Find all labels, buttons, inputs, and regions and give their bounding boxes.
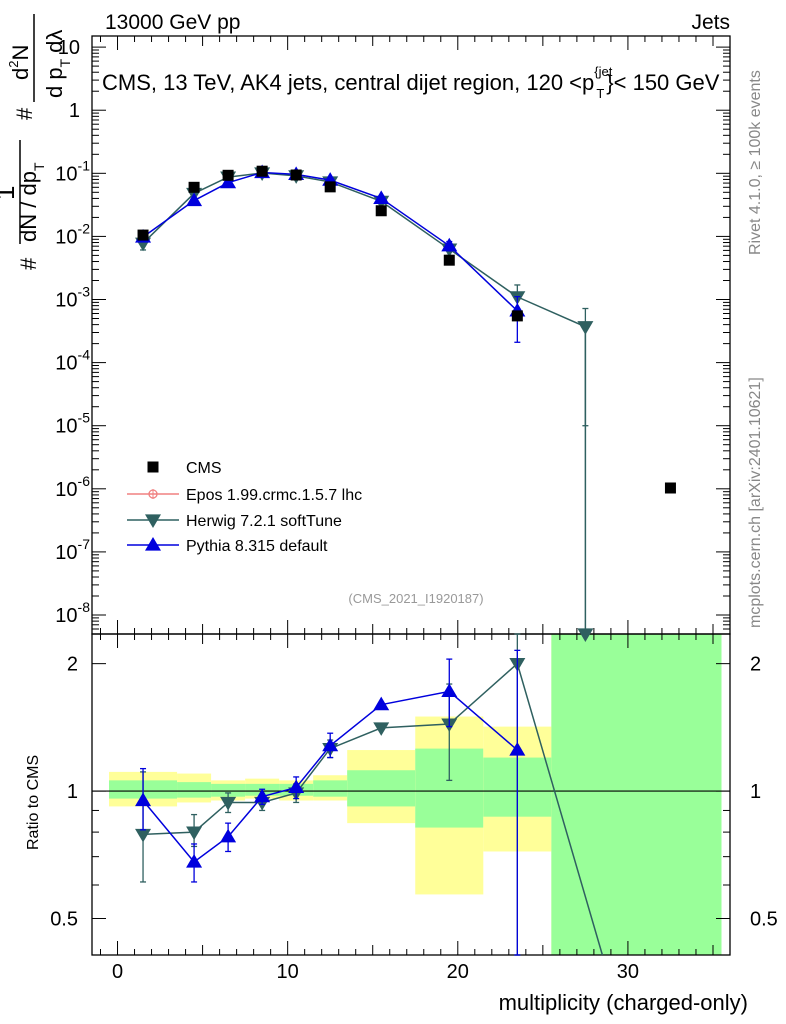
x-tick-label: 20	[447, 961, 469, 983]
pythia-top-marker	[220, 174, 237, 189]
ratio-y-tick-label-right: 2	[750, 654, 761, 676]
data-series	[135, 164, 676, 956]
ratio-y-tick-label: 1	[67, 781, 78, 803]
pythia-ratio-marker	[135, 792, 152, 807]
ratio-y-tick-label-right: 1	[750, 781, 761, 803]
herwig-ratio-marker	[186, 826, 203, 841]
herwig-top-marker	[577, 321, 594, 335]
svg-text:#: #	[12, 107, 37, 120]
stat-uncertainty-band	[347, 770, 416, 807]
stat-uncertainty-band	[313, 780, 348, 797]
x-tick-label: 30	[617, 961, 639, 983]
x-tick-label: 0	[112, 961, 123, 983]
pythia-top-marker	[441, 237, 458, 252]
svg-text:d2N: d2N	[6, 45, 33, 80]
herwig-top-line	[142, 172, 587, 634]
legend-label: CMS	[186, 460, 222, 477]
pythia-ratio-marker	[373, 696, 390, 711]
ratio-y-tick-label: 2	[67, 654, 78, 676]
herwig-ratio-marker	[135, 828, 152, 843]
header-jets-label: Jets	[691, 11, 730, 34]
legend-mc-marker	[145, 537, 161, 551]
cms-data-point	[137, 229, 149, 241]
legend-cms-marker	[147, 461, 159, 473]
y-tick-label: 10-1	[55, 157, 90, 185]
svg-text:1: 1	[0, 186, 20, 200]
y-axis-label-top: # dN / dpT 1 # d pTdλ d2N	[0, 14, 73, 270]
herwig-ratio-marker	[220, 796, 237, 811]
rivet-version-label: Rivet 4.1.0, ≥ 100k events	[747, 70, 764, 255]
y-tick-label: 10-6	[55, 473, 90, 501]
legend-label: Pythia 8.315 default	[186, 538, 328, 555]
stat-uncertainty-band	[177, 782, 212, 798]
cms-data-point	[664, 482, 676, 494]
y-tick-label: 10-8	[55, 599, 90, 627]
cms-data-point	[375, 205, 387, 217]
y-tick-label: 10-7	[55, 536, 90, 564]
y-tick-label: 10-4	[55, 347, 90, 375]
cms-data-point	[290, 169, 302, 181]
x-tick-label: 10	[277, 961, 299, 983]
plot-frames	[91, 35, 731, 956]
cms-data-point	[188, 181, 200, 193]
mcplots-label: mcplots.cern.ch [arXiv:2401.10621]	[747, 377, 764, 628]
ratio-plot-frame	[91, 633, 731, 956]
x-axis-label: multiplicity (charged-only)	[499, 990, 748, 1015]
analysis-id-label: (CMS_2021_I1920187)	[348, 591, 483, 606]
y-tick-label: 10-5	[55, 410, 90, 438]
y-tick-label: 10	[58, 37, 80, 59]
legend-mc-marker	[145, 514, 161, 528]
stat-uncertainty-band	[551, 634, 722, 955]
pythia-ratio-marker	[186, 853, 203, 868]
pythia-ratio-marker	[220, 828, 237, 843]
axis-ticks: 0 10 20 3010110-110-210-310-410-510-610-710…	[50, 36, 778, 983]
pythia-ratio-marker	[509, 742, 526, 756]
herwig-ratio-marker	[373, 722, 390, 736]
y-axis-label-ratio: Ratio to CMS	[25, 755, 42, 850]
cms-data-point	[443, 254, 455, 266]
svg-text:d pTdλ: d pTdλ	[42, 30, 73, 98]
cms-data-point	[256, 165, 268, 177]
pythia-top-line	[142, 171, 518, 312]
pythia-top-marker	[373, 190, 390, 205]
svg-text:#: #	[16, 257, 41, 270]
cms-data-point	[324, 181, 336, 193]
legend: CMS Epos 1.99.crmc.1.5.7 lhc Herwig 7.2.1 …	[127, 460, 362, 555]
stat-uncertainty-band	[211, 783, 246, 797]
y-tick-label: 10-3	[55, 284, 90, 312]
plot-title: CMS, 13 TeV, AK4 jets, central dijet reg…	[102, 64, 720, 101]
herwig-ratio-line	[143, 662, 604, 956]
legend-label: Epos 1.99.crmc.1.5.7 lhc	[186, 487, 362, 504]
pythia-ratio-marker	[288, 779, 305, 794]
pythia-ratio-marker	[254, 788, 271, 803]
cms-data-point	[222, 169, 234, 181]
pythia-ratio-marker	[322, 737, 339, 752]
pythia-ratio-marker	[441, 683, 458, 697]
header-energy-label: 13000 GeV pp	[105, 11, 240, 34]
ratio-uncertainty-bands	[92, 634, 730, 955]
pythia-top-marker	[186, 192, 203, 207]
y-tick-label: 1	[69, 100, 80, 122]
legend-label: Herwig 7.2.1 softTune	[186, 513, 342, 530]
herwig-top-marker-offscale	[577, 628, 594, 642]
cms-data-point	[511, 310, 523, 322]
ratio-y-tick-label: 0.5	[50, 909, 78, 931]
y-tick-label: 10-2	[55, 220, 90, 248]
ratio-y-tick-label-right: 0.5	[750, 909, 778, 931]
